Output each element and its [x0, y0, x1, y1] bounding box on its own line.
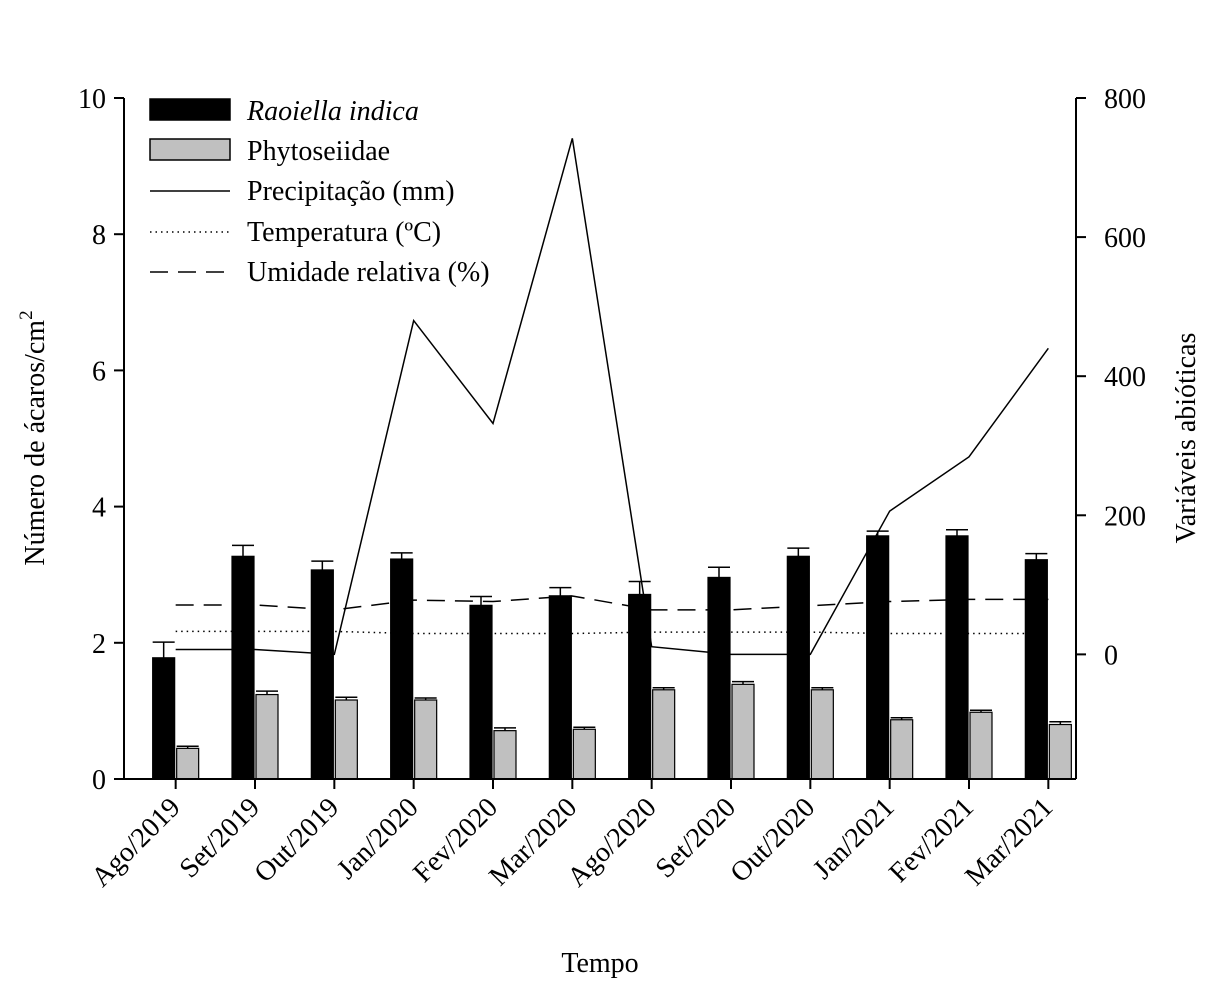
- raoiella-bar: [548, 595, 572, 780]
- raoiella-bar: [231, 555, 255, 780]
- phytoseiidae-bar: [731, 683, 755, 780]
- phytoseiidae-bar: [414, 699, 438, 780]
- precipitacao-line: [175, 138, 1049, 656]
- right-y-tick-label: 800: [1104, 84, 1146, 115]
- legend-label-raoiella: Raoiella indica: [246, 96, 419, 127]
- phytoseiidae-bar: [890, 719, 914, 780]
- right-y-tick-label: 200: [1104, 501, 1146, 532]
- left-y-axis-title-superscript: 2: [16, 310, 37, 320]
- raoiella-bar: [866, 535, 890, 780]
- x-tick-label: Ago/2019: [86, 792, 187, 893]
- right-y-ticks: 0 200 400 600 800: [1076, 84, 1146, 671]
- phytoseiidae-bar: [176, 747, 200, 780]
- phytoseiidae-bar: [572, 728, 596, 780]
- left-y-ticks: 0 2 4 6 8 10: [78, 84, 124, 796]
- x-tick-label: Mar/2021: [959, 792, 1059, 892]
- legend-label-umidade: Umidade relativa (%): [247, 257, 490, 288]
- phytoseiidae-bar: [1048, 723, 1072, 780]
- raoiella-bar: [707, 576, 731, 780]
- umidade-line: [175, 595, 1049, 611]
- left-y-tick-label: 6: [92, 356, 106, 387]
- legend-swatch-raoiella: [149, 98, 231, 121]
- phytoseiidae-bar: [969, 711, 993, 780]
- phytoseiidae-bar: [652, 689, 676, 780]
- left-y-tick-label: 10: [78, 84, 106, 115]
- right-y-axis-title-group: Variáveis abióticas: [1171, 333, 1202, 544]
- legend-swatch-phytoseiidae: [149, 138, 231, 161]
- phytoseiidae-bar: [493, 730, 517, 780]
- raoiella-bar: [786, 555, 810, 780]
- x-tick-label: Out/2019: [249, 792, 346, 889]
- raoiella-bar: [1024, 559, 1048, 780]
- left-y-tick-label: 0: [92, 765, 106, 796]
- left-y-axis-title-group: Número de ácaros/cm2: [16, 310, 51, 565]
- raoiella-bars: [152, 529, 1048, 780]
- x-ticks: Ago/2019Set/2019Out/2019Jan/2020Fev/2020…: [86, 779, 1059, 893]
- left-y-tick-label: 2: [92, 629, 106, 660]
- left-y-tick-label: 4: [92, 493, 106, 524]
- legend-label-precipitacao: Precipitação (mm): [247, 176, 455, 207]
- legend-label-phytoseiidae: Phytoseiidae: [247, 136, 390, 167]
- abiotic-lines: [175, 138, 1049, 656]
- raoiella-bar: [152, 657, 176, 780]
- phytoseiidae-bar: [334, 699, 358, 780]
- x-tick-label: Ago/2020: [562, 792, 663, 893]
- raoiella-bar: [945, 535, 969, 780]
- raoiella-bar: [310, 569, 334, 780]
- raoiella-bar: [390, 558, 414, 780]
- phytoseiidae-bar: [810, 689, 834, 780]
- right-y-tick-label: 600: [1104, 223, 1146, 254]
- legend: Raoiella indica Phytoseiidae Precipitaçã…: [149, 96, 490, 288]
- left-y-tick-label: 8: [92, 220, 106, 251]
- right-y-axis-title: Variáveis abióticas: [1171, 333, 1202, 544]
- right-y-tick-label: 0: [1104, 640, 1118, 671]
- legend-label-temperatura: Temperatura (ºC): [247, 217, 441, 248]
- left-y-axis-title-text: Número de ácaros/cm: [20, 320, 51, 566]
- raoiella-bar: [469, 604, 493, 780]
- right-y-tick-label: 400: [1104, 362, 1146, 393]
- x-tick-label: Out/2020: [725, 792, 822, 889]
- temperatura-line: [175, 630, 1049, 635]
- x-axis-title: Tempo: [561, 948, 638, 979]
- left-y-axis-title: Número de ácaros/cm2: [16, 310, 51, 565]
- phytoseiidae-bar: [255, 693, 279, 780]
